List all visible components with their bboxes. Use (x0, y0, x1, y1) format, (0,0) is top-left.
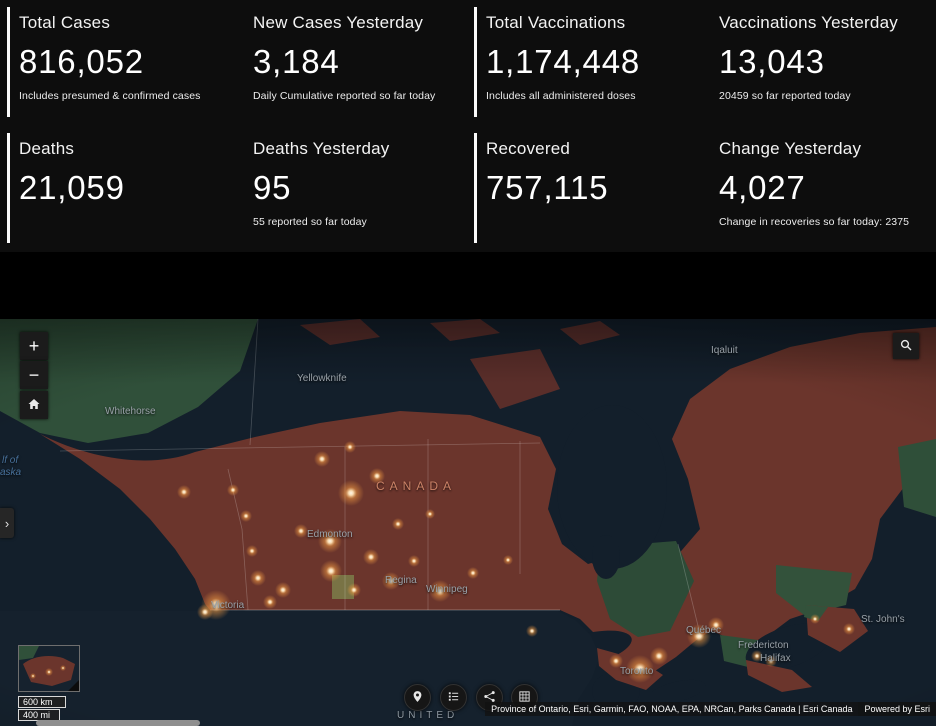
stat-subtext: 20459 so far reported today (719, 90, 851, 102)
stat-card-recovered: Recovered 757,115 (467, 126, 700, 252)
legend-button[interactable] (440, 684, 467, 711)
stat-card-deaths-yesterday: Deaths Yesterday 95 55 reported so far t… (234, 126, 467, 252)
stat-title: Total Cases (19, 13, 111, 32)
stat-value: 757,115 (486, 169, 609, 206)
stat-title: Deaths (19, 139, 75, 158)
stat-title: Recovered (486, 139, 571, 158)
home-button[interactable] (20, 391, 48, 419)
zoom-controls: + − (20, 332, 48, 389)
stat-subtext: Includes all administered doses (486, 90, 636, 102)
home-icon (27, 396, 41, 414)
stat-card-total-cases: Total Cases 816,052 Includes presumed & … (0, 0, 234, 126)
scalebar-km: 600 km (18, 696, 66, 708)
case-cluster-dots (177, 441, 855, 683)
canada-choropleth-map (0, 319, 936, 726)
zoom-in-button[interactable]: + (20, 332, 48, 360)
overview-map[interactable] (18, 645, 80, 692)
stat-title: Change Yesterday (719, 139, 862, 158)
chevron-right-icon: › (4, 515, 10, 531)
stat-title: Vaccinations Yesterday (719, 13, 898, 32)
location-pin-icon (411, 690, 424, 706)
attribution-text: Province of Ontario, Esri, Garmin, FAO, … (485, 702, 859, 716)
stat-subtext: Change in recoveries so far today: 2375 (719, 216, 910, 228)
stat-value: 1,174,448 (486, 43, 641, 80)
stat-card-total-vaccinations: Total Vaccinations 1,174,448 Includes al… (467, 0, 700, 126)
stat-title: New Cases Yesterday (253, 13, 424, 32)
search-icon (899, 337, 913, 355)
stat-value: 816,052 (19, 43, 144, 80)
stat-subtext: Daily Cumulative reported so far today (253, 90, 436, 102)
share-nodes-icon (483, 690, 496, 706)
stat-value: 4,027 (719, 169, 806, 206)
zoom-out-button[interactable]: − (20, 361, 48, 389)
stats-panel: Total Cases 816,052 Includes presumed & … (0, 0, 936, 252)
stat-title: Deaths Yesterday (253, 139, 390, 158)
panel-expander[interactable]: › (0, 508, 14, 538)
search-button[interactable] (893, 333, 919, 359)
stat-card-vaccinations-yesterday: Vaccinations Yesterday 13,043 20459 so f… (700, 0, 936, 126)
stat-card-deaths: Deaths 21,059 (0, 126, 234, 252)
stat-subtext: Includes presumed & confirmed cases (19, 90, 201, 102)
stat-card-new-cases-yesterday: New Cases Yesterday 3,184 Daily Cumulati… (234, 0, 467, 126)
stat-value: 13,043 (719, 43, 825, 80)
overview-map-thumbnail (19, 646, 79, 691)
province-borders (59, 319, 701, 635)
scrollbar-thumb[interactable] (36, 720, 200, 726)
stat-card-change-yesterday: Change Yesterday 4,027 Change in recover… (700, 126, 936, 252)
powered-by-esri-link[interactable]: Powered by Esri (858, 702, 936, 716)
basemap-grid-icon (518, 690, 531, 706)
legend-list-icon (447, 690, 460, 706)
stat-value: 21,059 (19, 169, 125, 206)
stat-title: Total Vaccinations (486, 13, 626, 32)
map-attribution: Province of Ontario, Esri, Garmin, FAO, … (485, 702, 936, 716)
stat-value: 95 (253, 169, 292, 206)
map-container[interactable]: Iqaluit Yellowknife Whitehorse Edmonton … (0, 319, 936, 726)
inset-expand-icon (68, 680, 79, 691)
locate-button[interactable] (404, 684, 431, 711)
stat-subtext: 55 reported so far today (253, 216, 367, 228)
stat-value: 3,184 (253, 43, 340, 80)
